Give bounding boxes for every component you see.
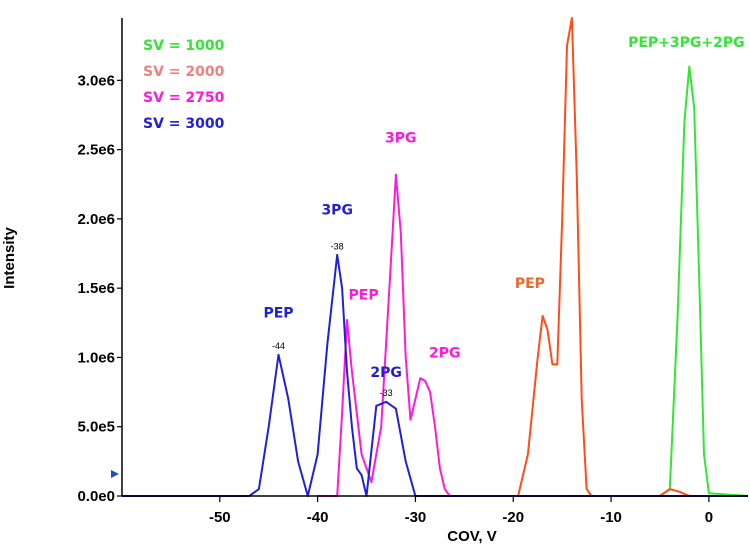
peak-label: 3PG	[321, 203, 353, 219]
series-line-4	[122, 253, 748, 497]
legend-entry: SV = 1000	[143, 38, 225, 54]
x-tick-label: -10	[600, 509, 622, 526]
peak-label: PEP	[349, 287, 379, 303]
ticks-layer: -50 -40 -30 -20 -10 0 0.0e0 5.0e5 1.0e6 1.5e6 2.0e…	[77, 72, 713, 526]
peak-annotations: PEP-443PG-38PEP3PG2PG-332PGPEP3PG+2PGPEP…	[263, 35, 745, 398]
legend-entry: SV = 2750	[143, 90, 225, 106]
y-axis-marker-arrow	[111, 470, 119, 478]
peak-apex-value: -38	[331, 241, 344, 251]
series-line-2	[508, 17, 748, 497]
x-tick-label: -20	[502, 509, 524, 526]
y-tick-label: 3.0e6	[77, 72, 115, 89]
series-line-1	[513, 65, 749, 497]
peak-apex-value: -44	[272, 341, 285, 351]
y-tick-label: 1.5e6	[77, 280, 115, 297]
axes-layer	[111, 18, 748, 497]
x-tick-label: -50	[209, 509, 231, 526]
peak-label: 3PG	[385, 131, 417, 147]
x-axis-title: COV, V	[447, 528, 496, 545]
y-tick-label: 0.0e0	[77, 488, 115, 505]
y-tick-label: 5.0e5	[77, 419, 115, 436]
legend: SV = 1000 SV = 2000 SV = 2750 SV = 3000	[143, 38, 225, 132]
x-tick-label: -40	[307, 509, 329, 526]
x-tick-label: 0	[705, 509, 713, 526]
peak-label: PEP+3PG+2PG	[628, 35, 745, 51]
peak-label: 2PG	[370, 365, 402, 381]
x-tick-label: -30	[405, 509, 427, 526]
y-tick-label: 2.5e6	[77, 142, 115, 159]
peak-label: PEP	[263, 305, 293, 321]
legend-entry: SV = 3000	[143, 116, 225, 132]
peak-label: PEP	[515, 276, 545, 292]
y-axis-title: Intensity	[1, 227, 18, 289]
y-tick-label: 2.0e6	[77, 211, 115, 228]
series-layer	[122, 17, 749, 497]
series-line-3	[317, 173, 514, 497]
y-tick-label: 1.0e6	[77, 349, 115, 366]
peak-label: 2PG	[429, 345, 461, 361]
peak-apex-value: -33	[380, 388, 393, 398]
legend-entry: SV = 2000	[143, 64, 225, 80]
